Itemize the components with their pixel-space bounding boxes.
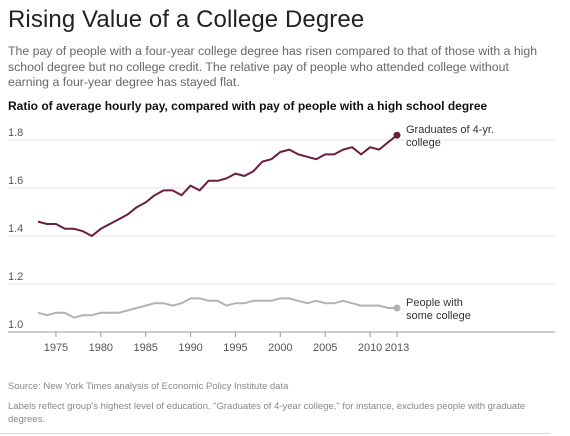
series-endpoint-0 xyxy=(393,131,401,139)
x-tick-label: 2005 xyxy=(313,342,337,354)
series-label-0: Graduates of 4-yr. college xyxy=(406,124,494,149)
page-title: Rising Value of a College Degree xyxy=(8,6,365,33)
gridlines xyxy=(8,139,555,333)
line-chart: 1.0 1.2 1.4 1.6 1.8 1975 1980 1985 1990 1995 2000… xyxy=(8,124,555,354)
x-tick-label: 2010 xyxy=(358,342,382,354)
y-tick-label: 1.6 xyxy=(8,175,23,187)
bottom-divider xyxy=(0,433,550,434)
x-axis: 1975 1980 1985 1990 1995 2000 2005 2010 2013 xyxy=(44,332,409,354)
x-tick-label: 2000 xyxy=(268,342,292,354)
y-tick-label: 1.2 xyxy=(8,271,23,283)
x-tick-label: 1975 xyxy=(44,342,68,354)
series-lines xyxy=(37,131,401,319)
y-tick-label: 1.0 xyxy=(8,319,23,331)
x-tick-label: 2013 xyxy=(385,342,409,354)
x-tick-label: 1980 xyxy=(89,342,113,354)
y-tick-labels: 1.0 1.2 1.4 1.6 1.8 xyxy=(8,127,23,331)
series-labels: Graduates of 4-yr. college People with some… xyxy=(406,124,494,322)
source-note: Source: New York Times analysis of Econo… xyxy=(8,381,289,392)
y-tick-label: 1.4 xyxy=(8,223,23,235)
footnote: Labels reflect group's highest level of … xyxy=(8,401,526,425)
x-tick-label: 1985 xyxy=(133,342,157,354)
series-label-1: People with some college xyxy=(406,297,471,322)
series-endpoint-1 xyxy=(393,304,401,312)
x-tick-label: 1995 xyxy=(223,342,247,354)
y-tick-label: 1.8 xyxy=(8,127,23,139)
page-subtitle: The pay of people with a four-year colle… xyxy=(8,44,538,89)
series-line-0 xyxy=(37,134,398,237)
chart-title: Ratio of average hourly pay, compared wi… xyxy=(8,99,488,113)
x-tick-label: 1990 xyxy=(178,342,202,354)
series-line-1 xyxy=(37,297,397,319)
